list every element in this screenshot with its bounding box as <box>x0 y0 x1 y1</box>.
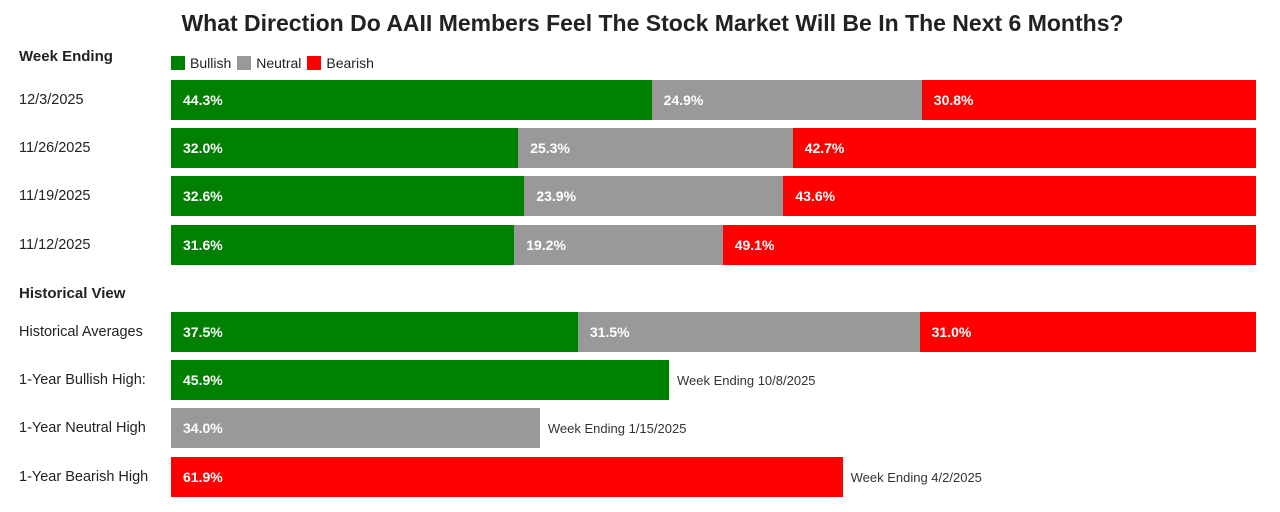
one-year-bullish-high-note: Week Ending 10/8/2025 <box>677 373 816 388</box>
legend-label-neutral: Neutral <box>256 55 302 71</box>
week-4-bearish-segment: 49.1% <box>722 225 1256 265</box>
historical-averages-label: Historical Averages <box>19 324 143 340</box>
week-4-bullish-segment: 31.6% <box>171 225 515 265</box>
one-year-neutral-high-bar: 34.0% <box>171 408 540 448</box>
chart-title: What Direction Do AAII Members Feel The … <box>181 10 1124 36</box>
week-label-1: 12/3/2025 <box>19 92 84 108</box>
legend-swatch-bullish <box>171 56 185 70</box>
week-4-bar: 31.6% 19.2% 49.1% <box>171 225 1256 265</box>
legend-swatch-neutral <box>237 56 252 70</box>
legend: Bullish Neutral Bearish <box>171 55 380 71</box>
legend-item-bullish: Bullish <box>171 55 231 71</box>
week-2-bearish-segment: 42.7% <box>792 128 1256 168</box>
legend-label-bearish: Bearish <box>326 55 374 71</box>
week-label-3: 11/19/2025 <box>19 188 91 204</box>
week-label-4: 11/12/2025 <box>19 237 91 253</box>
week-3-bar: 32.6% 23.9% 43.6% <box>171 176 1256 216</box>
week-4-neutral-segment: 19.2% <box>514 225 723 265</box>
one-year-bearish-high-note: Week Ending 4/2/2025 <box>850 470 982 485</box>
week-3-bearish-segment: 43.6% <box>783 176 1256 216</box>
week-2-neutral-segment: 25.3% <box>518 128 793 168</box>
historical-view-heading: Historical View <box>19 285 126 302</box>
legend-item-bearish: Bearish <box>307 55 374 71</box>
week-2-bullish-segment: 32.0% <box>171 128 519 168</box>
one-year-bullish-high-value: 45.9% <box>171 360 669 400</box>
week-2-bar: 32.0% 25.3% 42.7% <box>171 128 1256 168</box>
historical-averages-bar: 37.5% 31.5% 31.0% <box>171 312 1256 352</box>
week-1-bearish-segment: 30.8% <box>921 80 1256 120</box>
one-year-neutral-high-note: Week Ending 1/15/2025 <box>547 421 687 436</box>
legend-label-bullish: Bullish <box>190 55 232 71</box>
week-3-bullish-segment: 32.6% <box>171 176 525 216</box>
week-1-neutral-segment: 24.9% <box>651 80 922 120</box>
week-label-2: 11/26/2025 <box>19 140 91 156</box>
week-ending-heading: Week Ending <box>19 48 113 65</box>
one-year-neutral-high-label: 1-Year Neutral High <box>19 420 146 436</box>
legend-swatch-bearish <box>307 56 322 70</box>
one-year-bullish-high-bar: 45.9% <box>171 360 669 400</box>
one-year-bullish-high-label: 1-Year Bullish High: <box>19 372 146 388</box>
historical-averages-bearish-segment: 31.0% <box>919 312 1256 352</box>
historical-averages-neutral-segment: 31.5% <box>577 312 920 352</box>
historical-averages-bullish-segment: 37.5% <box>171 312 578 352</box>
one-year-neutral-high-value: 34.0% <box>171 408 540 448</box>
one-year-bearish-high-label: 1-Year Bearish High <box>19 469 149 485</box>
legend-item-neutral: Neutral <box>237 55 301 71</box>
one-year-bearish-high-bar: 61.9% <box>171 457 843 497</box>
week-3-neutral-segment: 23.9% <box>524 176 784 216</box>
one-year-bearish-high-value: 61.9% <box>171 457 843 497</box>
week-1-bar: 44.3% 24.9% 30.8% <box>171 80 1256 120</box>
week-1-bullish-segment: 44.3% <box>171 80 652 120</box>
